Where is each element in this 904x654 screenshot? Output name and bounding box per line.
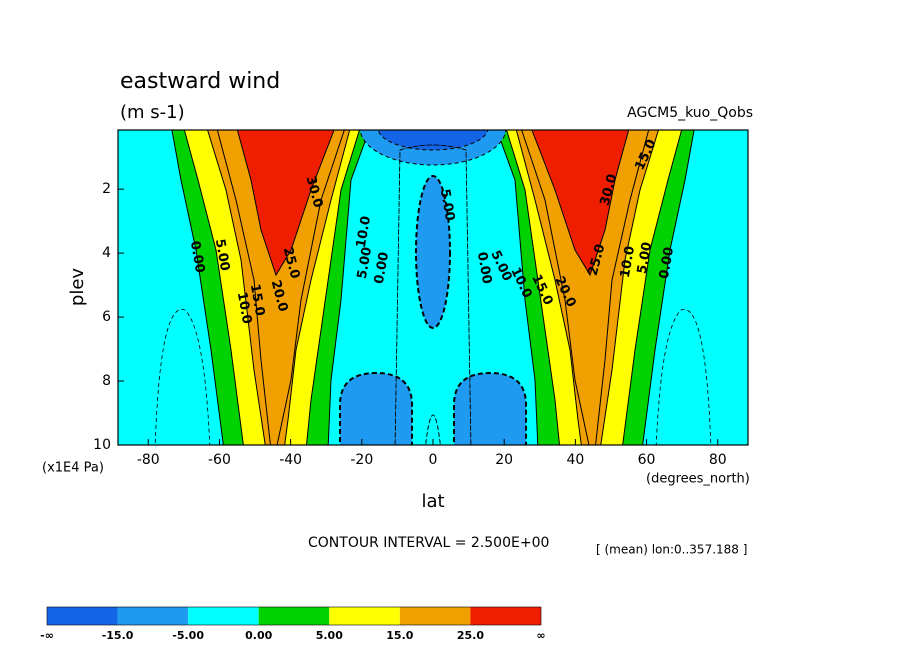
colorbar-label: 15.0 — [386, 629, 413, 642]
contour-line — [216, 130, 345, 445]
y-tick-label: 10 — [93, 437, 111, 453]
dashed-contour — [655, 309, 712, 445]
contour-label: 5.00 — [212, 238, 232, 272]
contour-label: 0.00 — [474, 251, 494, 285]
contour-label: 0.00 — [372, 251, 392, 285]
x-tick-label: -20 — [350, 452, 373, 468]
x-tick-label: -40 — [279, 452, 302, 468]
contour-label: 10.0 — [354, 215, 374, 249]
chart-title: eastward wind — [120, 69, 280, 94]
chart-subtitle: (m s-1) — [120, 102, 185, 123]
contour-label: 5.00 — [635, 241, 655, 275]
contour-label: 10.0 — [234, 291, 254, 325]
dataset-label: AGCM5_kuo_Qobs — [627, 105, 753, 121]
colorbar-label: 25.0 — [457, 629, 484, 642]
x-tick-label: 80 — [709, 452, 727, 468]
contour-fill — [531, 130, 630, 277]
contour-fill — [415, 175, 451, 329]
x-tick-label: 0 — [429, 452, 438, 468]
contour-label: 10.0 — [618, 245, 638, 279]
x-tick-label: 60 — [638, 452, 656, 468]
contour-line — [521, 130, 650, 445]
y-tick-label: 2 — [102, 181, 111, 197]
x-axis-units: (degrees_north) — [646, 472, 750, 487]
contour-fill — [515, 130, 659, 445]
x-axis-label: lat — [421, 491, 444, 512]
colorbar-label: 5.00 — [316, 629, 343, 642]
dashed-contour — [425, 414, 441, 445]
dashed-contour — [154, 309, 211, 445]
y-axis-label: plev — [67, 268, 88, 307]
contour-label: 5.00 — [437, 188, 457, 222]
colorbar-label: -5.00 — [172, 629, 204, 642]
contour-fill — [359, 130, 507, 166]
contour-fill — [377, 130, 489, 151]
colorbar-frame — [46, 606, 542, 626]
colorbar-swatch — [329, 607, 400, 625]
colorbar-label: ∞ — [536, 629, 545, 642]
averaging-note: [ (mean) lon:0..357.188 ] — [596, 543, 747, 557]
x-tick-label: 40 — [566, 452, 584, 468]
y-tick-label: 6 — [102, 309, 111, 325]
colorbar-label: -∞ — [40, 629, 54, 642]
colorbar-swatch — [470, 607, 541, 625]
colorbar-swatch — [258, 607, 330, 625]
contour-interval: CONTOUR INTERVAL = 2.500E+00 — [308, 535, 549, 551]
colorbar-swatch — [399, 607, 471, 625]
contour-fill — [207, 130, 351, 445]
colorbar-swatch — [47, 607, 118, 625]
contour-label: 0.00 — [187, 240, 207, 274]
colorbar-label: 0.00 — [245, 629, 272, 642]
colorbar-label: -15.0 — [102, 629, 134, 642]
x-tick-label: -60 — [208, 452, 231, 468]
dashed-contour — [394, 144, 472, 445]
y-tick-label: 8 — [102, 373, 111, 389]
x-tick-label: 20 — [495, 452, 513, 468]
y-axis-units: (x1E4 Pa) — [42, 461, 104, 476]
colorbar-swatch — [117, 607, 189, 625]
colorbar-swatch — [188, 607, 259, 625]
x-tick-label: -80 — [137, 452, 160, 468]
contour-label: 0.00 — [657, 246, 677, 280]
contour-fill — [453, 371, 527, 445]
contour-fill — [236, 130, 335, 277]
contour-label: 15.0 — [247, 283, 267, 317]
contour-label: 5.00 — [355, 246, 375, 280]
contour-field — [118, 130, 748, 445]
y-tick-label: 4 — [102, 245, 111, 261]
contour-fill — [339, 371, 413, 445]
